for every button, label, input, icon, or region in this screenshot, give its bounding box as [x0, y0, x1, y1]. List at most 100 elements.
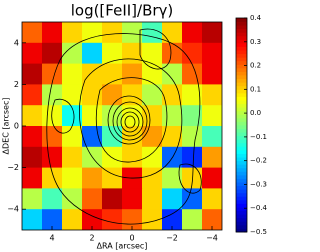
colorbar-segment	[236, 107, 247, 112]
heatmap-cell	[142, 188, 163, 210]
heatmap-cell	[42, 209, 63, 230]
colorbar-tick-label: −0.4	[250, 204, 268, 212]
x-tick-label: 0	[129, 234, 134, 243]
colorbar-segment	[236, 75, 247, 80]
colorbar-segment	[236, 28, 247, 33]
heatmap-cell	[102, 22, 123, 44]
colorbar-segment	[236, 146, 247, 151]
heatmap-cell	[142, 42, 163, 65]
heatmap-cell	[22, 63, 43, 85]
contour	[116, 107, 144, 137]
heatmap-cell	[202, 188, 222, 210]
heatmap-cell	[142, 146, 163, 169]
colorbar-segment	[236, 167, 247, 172]
heatmap-cell	[122, 84, 143, 106]
heatmap-cell	[82, 167, 103, 189]
heatmap-cell	[182, 22, 203, 44]
heatmap-cell	[142, 209, 163, 230]
heatmap-cell	[162, 63, 183, 85]
heatmap-cell	[102, 209, 123, 230]
heatmap-cell	[42, 42, 63, 65]
heatmap-cell	[162, 188, 183, 210]
heatmap-cell	[102, 42, 123, 65]
heatmap-cell	[22, 126, 43, 148]
contours	[46, 28, 202, 225]
x-tick-label: −4	[206, 234, 218, 243]
contour	[95, 77, 168, 163]
heatmap-cell	[142, 126, 163, 148]
colorbar-segment	[236, 196, 247, 201]
colorbar-segment	[236, 117, 247, 122]
colorbar-segment	[236, 32, 247, 37]
colorbar-segment	[236, 46, 247, 51]
heatmap-cell	[102, 167, 123, 189]
heatmap-cell	[62, 146, 83, 169]
colorbar-segment	[236, 214, 247, 219]
heatmap-cell	[182, 126, 203, 148]
heatmap-cell	[62, 42, 83, 65]
heatmap-cell	[162, 209, 183, 230]
colorbar-segment	[236, 217, 247, 222]
colorbar-tick-label: −0.2	[250, 157, 267, 165]
colorbar-segment	[236, 78, 247, 83]
heatmap-cell	[142, 167, 163, 189]
chart-title: log([FeII]/Brγ)	[71, 2, 174, 20]
contour	[46, 33, 201, 225]
colorbar-segment	[236, 103, 247, 108]
heatmap-cell	[42, 22, 63, 44]
colorbar-segment	[236, 157, 247, 162]
colorbar-segment	[236, 178, 247, 183]
colorbar-tick-label: 0.0	[250, 109, 261, 117]
heatmap-cell	[202, 209, 222, 230]
heatmap	[22, 22, 222, 230]
colorbar-segment	[236, 42, 247, 47]
heatmap-cell	[82, 188, 103, 210]
heatmap-cell	[202, 105, 222, 127]
heatmap-cell	[62, 167, 83, 189]
heatmap-cell	[202, 126, 222, 148]
heatmap-cell	[122, 42, 143, 65]
heatmap-cell	[82, 84, 103, 106]
heatmap-cell	[142, 63, 163, 85]
heatmap-cell	[162, 22, 183, 44]
heatmap-cell	[162, 126, 183, 148]
contour	[178, 163, 202, 194]
contour	[51, 98, 75, 134]
heatmap-cell	[22, 209, 43, 230]
heatmap-cell	[202, 146, 222, 169]
colorbar-segment	[236, 71, 247, 76]
contour	[112, 101, 148, 141]
colorbar-segment	[236, 139, 247, 144]
heatmap-cell	[62, 105, 83, 127]
heatmap-cell	[42, 146, 63, 169]
colorbar-tick-label: 0.3	[250, 38, 261, 46]
heatmap-cell	[182, 188, 203, 210]
heatmap-cell	[182, 84, 203, 106]
heatmap-cell	[42, 188, 63, 210]
colorbar-segment	[236, 110, 247, 115]
x-tick-label: −2	[166, 234, 178, 243]
contour	[139, 28, 172, 70]
colorbar-segment	[236, 160, 247, 165]
colorbar-segment	[236, 25, 247, 30]
heatmap-cell	[22, 146, 43, 169]
heatmap-cell	[42, 167, 63, 189]
colorbar-tick-label: −0.3	[250, 180, 267, 188]
colorbar-segment	[236, 85, 247, 90]
heatmap-cell	[102, 188, 123, 210]
heatmap-cell	[182, 63, 203, 85]
colorbar-segment	[236, 221, 247, 226]
colorbar: −0.5 −0.4 −0.3 −0.2 −0.1 0.0 0.1 0.2 0.3 0.4	[235, 14, 268, 236]
colorbar-segment	[236, 174, 247, 179]
heatmap-cell	[162, 42, 183, 65]
x-tick-label: 4	[49, 234, 54, 243]
heatmap-cell	[162, 167, 183, 189]
colorbar-tick-label: 0.1	[250, 85, 261, 93]
heatmap-cell	[62, 63, 83, 85]
heatmap-cell	[42, 63, 63, 85]
heatmap-cell	[22, 167, 43, 189]
heatmap-cell	[82, 105, 103, 127]
colorbar-segment	[236, 67, 247, 72]
heatmap-cell	[202, 22, 222, 44]
heatmap-cell	[202, 63, 222, 85]
